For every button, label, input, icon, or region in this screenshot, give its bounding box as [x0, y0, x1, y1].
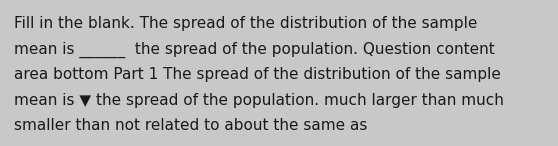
Text: mean is ▼ the spread of the population. much larger than much: mean is ▼ the spread of the population. … — [14, 93, 504, 107]
Text: smaller than not related to about the same as: smaller than not related to about the sa… — [14, 118, 367, 133]
Text: area bottom Part 1 The spread of the distribution of the sample: area bottom Part 1 The spread of the dis… — [14, 67, 501, 82]
Text: Fill in the blank. The spread of the distribution of the sample: Fill in the blank. The spread of the dis… — [14, 16, 478, 31]
Text: mean is ______  the spread of the population. Question content: mean is ______ the spread of the populat… — [14, 41, 495, 58]
